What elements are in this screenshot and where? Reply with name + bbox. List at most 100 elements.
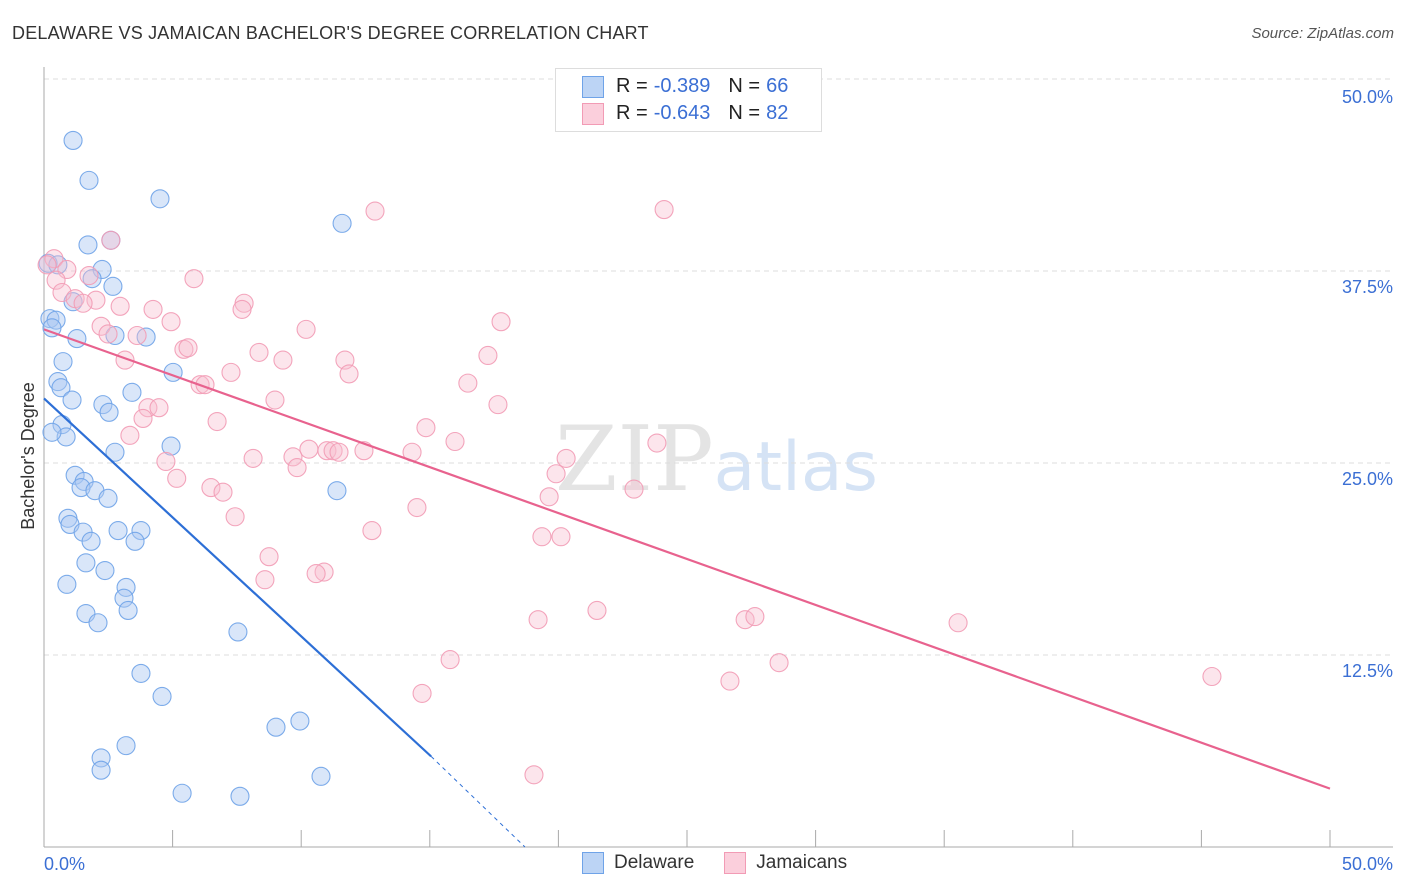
data-point-jamaicans <box>407 497 427 518</box>
data-point-delaware <box>79 170 99 190</box>
data-point-jamaicans <box>149 398 169 418</box>
data-point-jamaicans <box>243 448 263 468</box>
series-legend-jamaicans: Jamaicans <box>724 852 847 874</box>
data-point-jamaicans <box>79 266 99 286</box>
data-point-jamaicans <box>178 338 198 358</box>
data-point-delaware <box>42 422 62 442</box>
legend-swatch-delaware <box>582 75 604 98</box>
data-point-jamaicans <box>948 613 968 633</box>
data-point-jamaicans <box>91 316 111 336</box>
data-point-delaware <box>152 686 172 707</box>
data-point-delaware <box>105 442 125 462</box>
data-point-delaware <box>118 600 138 621</box>
data-point-delaware <box>99 402 119 422</box>
data-point-delaware <box>63 130 83 150</box>
data-point-jamaicans <box>255 570 275 590</box>
data-point-jamaicans <box>1202 666 1222 687</box>
data-point-delaware <box>114 588 134 608</box>
data-point-delaware <box>95 560 115 581</box>
data-point-jamaicans <box>283 447 303 467</box>
data-point-jamaicans <box>213 482 233 502</box>
data-point-jamaicans <box>445 431 465 452</box>
chart-title: DELAWARE VS JAMAICAN BACHELOR'S DEGREE C… <box>12 23 649 43</box>
legend-r-label: R = <box>616 75 648 97</box>
data-point-delaware <box>266 717 286 737</box>
data-point-jamaicans <box>556 448 576 468</box>
data-point-jamaicans <box>416 418 436 438</box>
data-point-jamaicans <box>654 200 674 220</box>
data-point-jamaicans <box>161 312 181 332</box>
data-point-jamaicans <box>329 442 349 462</box>
data-point-delaware <box>103 276 123 296</box>
data-point-delaware <box>81 531 101 551</box>
data-point-delaware <box>88 613 108 633</box>
data-point-delaware <box>82 269 102 289</box>
data-point-jamaicans <box>314 562 334 582</box>
data-point-jamaicans <box>306 564 326 584</box>
y-axis-label: Bachelor's Degree <box>18 382 38 530</box>
data-point-delaware <box>125 531 145 551</box>
legend-n-value: 82 <box>766 102 789 124</box>
data-point-jamaicans <box>156 451 176 472</box>
legend-n-label: N = <box>728 75 761 97</box>
legend-n-label: N = <box>728 102 761 124</box>
legend-r-value: -0.643 <box>653 102 711 124</box>
data-point-jamaicans <box>587 600 607 621</box>
data-point-jamaicans <box>720 671 740 691</box>
data-point-delaware <box>108 521 128 541</box>
data-point-delaware <box>51 378 71 398</box>
data-point-jamaicans <box>98 324 118 344</box>
data-point-delaware <box>150 189 170 209</box>
data-point-jamaicans <box>37 255 57 275</box>
trend-line-delaware <box>43 397 432 758</box>
data-point-jamaicans <box>532 527 552 547</box>
series-name: Jamaicans <box>756 852 848 873</box>
data-point-delaware <box>131 663 151 683</box>
legend-row-delaware: R = -0.389 N = 66 <box>582 75 806 98</box>
data-point-jamaicans <box>362 521 382 541</box>
data-point-jamaicans <box>143 299 163 319</box>
data-point-delaware <box>76 553 96 573</box>
data-point-jamaicans <box>207 411 227 432</box>
data-point-delaware <box>56 427 76 447</box>
data-point-jamaicans <box>133 408 153 429</box>
data-point-jamaicans <box>339 364 359 384</box>
data-point-jamaicans <box>647 433 667 453</box>
data-point-delaware <box>131 521 151 541</box>
data-point-delaware <box>91 760 111 780</box>
data-point-delaware <box>93 395 113 415</box>
data-point-jamaicans <box>138 398 158 418</box>
data-point-jamaicans <box>440 650 460 670</box>
y-tick-label: 25.0% <box>1342 469 1393 489</box>
legend-swatch-jamaicans <box>582 102 604 125</box>
chart-source: Source: ZipAtlas.com <box>1251 25 1394 42</box>
y-tick-label: 12.5% <box>1342 661 1393 681</box>
data-point-delaware <box>53 352 73 372</box>
data-point-delaware <box>327 481 347 501</box>
data-point-jamaicans <box>539 487 559 507</box>
data-point-delaware <box>78 235 98 255</box>
data-point-delaware <box>122 382 142 402</box>
trend-line-jamaicans <box>43 328 1331 790</box>
data-point-delaware <box>116 736 136 756</box>
legend-r-label: R = <box>616 102 648 124</box>
data-point-jamaicans <box>317 441 337 461</box>
data-point-jamaicans <box>524 765 544 785</box>
data-point-jamaicans <box>287 458 307 478</box>
data-point-jamaicans <box>249 342 269 362</box>
data-point-jamaicans <box>624 479 644 499</box>
data-point-jamaicans <box>265 390 285 410</box>
data-point-jamaicans <box>259 547 279 567</box>
data-point-jamaicans <box>273 350 293 370</box>
data-point-jamaicans <box>167 468 187 488</box>
data-point-delaware <box>172 783 192 803</box>
data-point-jamaicans <box>127 325 147 346</box>
legend-row-jamaicans: R = -0.643 N = 82 <box>582 102 806 125</box>
data-point-jamaicans <box>225 507 245 527</box>
data-point-jamaicans <box>412 683 432 703</box>
legend: R = -0.389 N = 66 R = -0.643 N = 82 <box>555 68 822 132</box>
legend-swatch-jamaicans <box>724 852 747 874</box>
data-point-jamaicans <box>546 464 566 484</box>
watermark: ZIPatlas <box>555 407 878 512</box>
data-point-jamaicans <box>458 373 478 393</box>
